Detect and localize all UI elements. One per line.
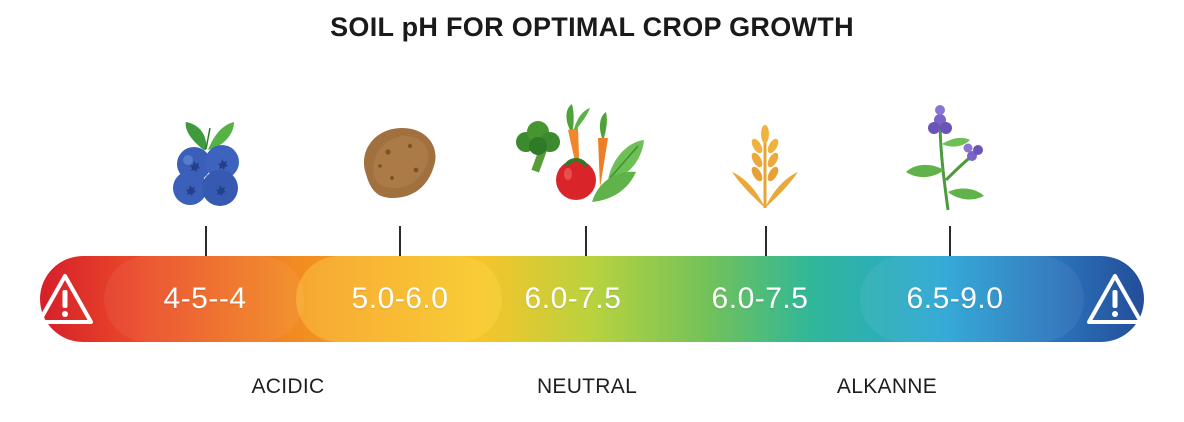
ph-range-label: 6.0-7.5	[524, 282, 622, 315]
potato-icon	[352, 118, 444, 208]
ph-range-label: 4-5--4	[163, 282, 247, 315]
tick-mark	[585, 226, 587, 256]
category-label-neutral: NEUTRAL	[536, 375, 638, 398]
ph-range-label: 6.5-9.0	[906, 282, 1004, 315]
blueberries-icon	[160, 116, 256, 212]
wheat-icon	[724, 118, 806, 210]
tick-mark	[765, 226, 767, 256]
tick-mark	[949, 226, 951, 256]
ph-segment	[104, 256, 304, 342]
warning-icon	[1086, 272, 1144, 326]
ph-segment	[860, 256, 1084, 342]
page-title: SOIL pH FOR OPTIMAL CROP GROWTH	[330, 12, 854, 42]
ph-segment	[296, 256, 502, 342]
ph-gradient-bar	[40, 256, 1144, 342]
category-label-alkaline: ALKANNE	[836, 375, 938, 398]
tick-mark	[399, 226, 401, 256]
ph-range-label: 6.0-7.5	[711, 282, 809, 315]
lavender-icon	[900, 100, 996, 212]
ph-range-label: 5.0-6.0	[351, 282, 449, 315]
category-label-acidic: ACIDIC	[251, 375, 325, 398]
vegetables-icon	[512, 102, 652, 206]
tick-mark	[205, 226, 207, 256]
warning-icon	[36, 272, 94, 326]
